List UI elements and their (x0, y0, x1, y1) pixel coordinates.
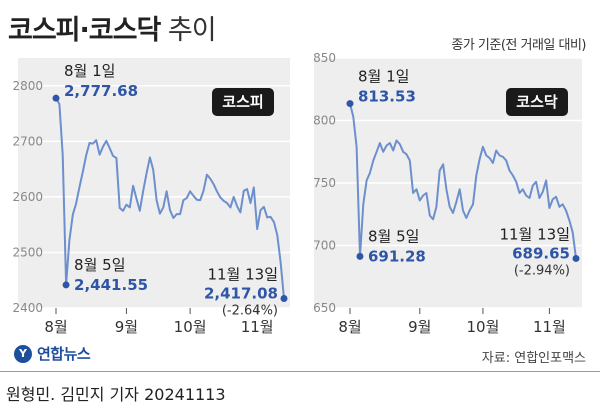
chart1-point-marker (280, 295, 288, 303)
chart1-x-tick-label: 11월 (241, 318, 274, 336)
chart1-point-marker (62, 281, 70, 289)
chart1-annotation-change: (-2.64%) (222, 304, 278, 319)
logo-text: 연합뉴스 (37, 345, 91, 363)
chart2-point-marker (346, 100, 354, 108)
chart2-y-tick-label: 650 (313, 301, 336, 315)
chart1-annotation-date: 8월 1일 (64, 62, 115, 80)
chart1-annotation-date: 11월 13일 (207, 266, 278, 284)
chart2-series-line (349, 103, 577, 259)
yonhap-logo-icon: Y (14, 344, 32, 363)
chart1-x-tick-label: 8월 (44, 318, 67, 336)
chart2-badge-label: 코스닥 (516, 93, 558, 111)
chart1-annotation-value: 2,441.55 (74, 276, 148, 294)
title-main: 코스피·코스닥 (8, 15, 161, 46)
chart1-badge (212, 88, 274, 116)
chart1-annotation-value: 2,777.68 (64, 82, 138, 100)
chart2-x-tick-label: 10월 (466, 318, 499, 336)
chart-subtitle: 종가 기준(전 거래일 대비) (451, 38, 586, 53)
chart2-annotation-date: 8월 5일 (368, 227, 419, 245)
chart2-point-marker (356, 252, 364, 260)
chart1-x-tick-label: 9월 (115, 318, 138, 336)
chart2-y-tick-label: 850 (313, 51, 336, 65)
chart1-badge-label: 코스피 (222, 93, 263, 111)
title-sub: 추이 (167, 15, 217, 46)
chart1-series-line (55, 97, 285, 299)
page-title: 코스피·코스닥 추이 (8, 8, 217, 47)
chart1-y-tick-label: 2500 (12, 245, 43, 259)
chart2-annotation-date: 11월 13일 (499, 225, 570, 243)
chart2-annotation-value: 813.53 (358, 88, 416, 106)
footer-divider (0, 371, 600, 372)
chart2-annotation-value: 691.28 (368, 247, 426, 265)
chart2-annotation-date: 8월 1일 (358, 68, 409, 86)
chart2-x-tick-label: 11월 (533, 318, 566, 336)
chart2-y-tick-label: 750 (313, 176, 336, 190)
chart2-x-tick-label: 9월 (408, 318, 431, 336)
chart1-y-tick-label: 2400 (12, 301, 43, 315)
chart2-annotation-value: 689.65 (512, 244, 570, 262)
charts-svg: 2400 2500 2600 2700 2800 8월 9월 10월 11월 코스피 8월 1일 2,… (12, 51, 582, 336)
chart2-y-tick-label: 800 (313, 114, 336, 128)
chart2-point-marker (572, 254, 580, 262)
chart1-y-tick-label: 2800 (12, 79, 43, 93)
source-note: 자료: 연합인포맥스 (481, 351, 586, 366)
chart2-badge (506, 88, 568, 116)
chart2-y-tick-label: 700 (313, 239, 336, 253)
chart1-y-tick-label: 2600 (12, 190, 43, 204)
chart1-annotation-date: 8월 5일 (74, 256, 125, 274)
chart2-x-tick-label: 8월 (338, 318, 361, 336)
yonhap-logo: Y 연합뉴스 (14, 343, 91, 364)
chart1-point-marker (52, 94, 60, 102)
chart2-annotation-change: (-2.94%) (514, 263, 570, 278)
chart1-y-tick-label: 2700 (12, 134, 43, 148)
byline: 원형민. 김민지 기자 20241113 (6, 385, 226, 404)
chart1-x-tick-label: 10월 (174, 318, 207, 336)
chart1-annotation-value: 2,417.08 (204, 285, 278, 303)
